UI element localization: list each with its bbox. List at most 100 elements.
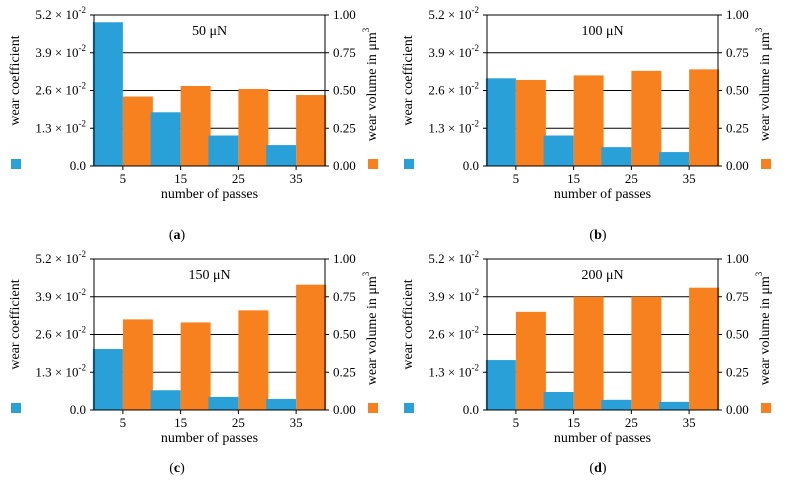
y-axis-right-label-text: wear volume in μm [365,32,380,141]
x-tick-label: 5 [513,415,520,430]
y-left-tick-exponent: -2 [472,118,480,128]
bar-wear-volume-25 [238,310,269,410]
legend-swatch-wear-coefficient [11,159,21,169]
bar-wear-volume-25 [631,296,662,410]
bar-wear-coefficient-5 [92,22,123,167]
y-right-tick-label: 0.50 [726,83,749,98]
x-tick-label: 25 [232,171,245,186]
caption-d: (d) [589,461,607,476]
y-left-tick-exponent: -2 [472,362,480,372]
y-left-tick-label: 3.9 × 10-2 [35,287,86,304]
y-left-label-group: wear coefficient [8,279,23,369]
bar-wear-coefficient-15 [543,135,574,166]
y-axis-left-label: wear coefficient [8,279,23,369]
bar-wear-volume-5 [515,311,546,410]
y-left-tick-label: 3.9 × 10-2 [428,43,479,60]
legend-swatch-wear-coefficient [11,403,21,413]
y-right-tick-label: 1.00 [333,7,356,22]
x-tick-label: 5 [120,415,127,430]
y-left-tick-exponent: -2 [79,249,87,259]
y-left-tick-mantissa: 2.6 × 10 [35,327,78,342]
y-left-tick-mantissa: 1.3 × 10 [35,120,78,135]
y-left-tick-label: 2.6 × 10-2 [428,325,479,342]
x-axis-label: number of passes [554,431,651,446]
bar-wear-coefficient-35 [266,145,297,166]
y-left-tick-label: 1.3 × 10-2 [428,118,479,135]
y-left-tick-label: 0.0 [70,402,86,417]
bar-wear-volume-35 [296,95,327,166]
bar-wear-volume-25 [238,88,269,166]
x-tick-label: 15 [567,171,580,186]
bar-wear-coefficient-25 [601,147,632,166]
x-axis-label: number of passes [554,187,651,202]
y-left-tick-mantissa: 1.3 × 10 [428,364,471,379]
y-axis-right-label: wear volume in μm3 [361,271,380,385]
x-axis-label: number of passes [161,431,258,446]
y-left-tick-exponent: -2 [472,43,480,53]
y-left-tick-label: 1.3 × 10-2 [428,362,479,379]
y-right-label-group: wear volume in μm3 [361,27,380,141]
y-left-tick-label: 0.0 [463,402,479,417]
y-left-tick-mantissa: 1.3 × 10 [428,120,471,135]
y-axis-right-label: wear volume in μm3 [361,27,380,141]
y-axis-right-label-sup: 3 [754,27,764,32]
y-left-tick-label: 3.9 × 10-2 [35,43,86,60]
bar-wear-volume-35 [296,284,327,410]
x-tick-label: 35 [683,415,696,430]
chart-title: 150 μN [188,268,230,283]
x-tick-label: 25 [232,415,245,430]
bar-wear-coefficient-25 [208,396,239,410]
y-left-tick-label: 1.3 × 10-2 [35,118,86,135]
y-left-tick-exponent: -2 [472,287,480,297]
legend-swatch-wear-volume [761,159,771,169]
y-left-tick-mantissa: 2.6 × 10 [428,327,471,342]
y-right-tick-label: 0.50 [333,327,356,342]
y-left-tick-mantissa: 0.0 [70,158,86,173]
bar-wear-volume-5 [515,79,546,166]
bar-wear-volume-15 [180,85,211,166]
x-tick-label: 15 [174,171,187,186]
x-tick-label: 5 [120,171,127,186]
legend-swatch-wear-volume [761,403,771,413]
bar-wear-coefficient-35 [659,152,690,166]
y-right-tick-label: 1.00 [333,251,356,266]
y-left-tick-label: 2.6 × 10-2 [428,81,479,98]
chart-panel-c: 5 15 25 350.01.3 × 10-22.6 × 10-23.9 × 10-2… [8,249,380,446]
x-axis-label: number of passes [161,187,258,202]
bar-wear-volume-15 [573,75,604,166]
y-left-tick-label: 2.6 × 10-2 [35,325,86,342]
bar-wear-volume-35 [689,287,720,410]
legend-swatch-wear-coefficient [404,159,414,169]
bar-wear-coefficient-35 [266,398,297,410]
y-left-tick-exponent: -2 [79,43,87,53]
y-left-tick-mantissa: 3.9 × 10 [428,289,471,304]
y-left-tick-mantissa: 2.6 × 10 [428,83,471,98]
y-axis-left-label: wear coefficient [401,279,416,369]
chart-title: 50 μN [192,24,227,39]
y-right-label-group: wear volume in μm3 [754,27,773,141]
y-left-tick-mantissa: 1.3 × 10 [35,364,78,379]
y-axis-right-label-sup: 3 [754,271,764,276]
y-left-tick-label: 1.3 × 10-2 [35,362,86,379]
legend-swatch-wear-volume [368,403,378,413]
y-left-tick-exponent: -2 [472,81,480,91]
y-left-tick-exponent: -2 [472,325,480,335]
bar-wear-volume-35 [689,69,720,166]
bar-wear-coefficient-15 [543,391,574,410]
y-left-tick-mantissa: 5.2 × 10 [428,7,471,22]
y-axis-right-label: wear volume in μm3 [754,27,773,141]
y-axis-right-label-sup: 3 [361,27,371,32]
chart-panel-b: 5 15 25 350.01.3 × 10-22.6 × 10-23.9 × 10-2… [401,5,773,202]
chart-title: 200 μN [581,268,623,283]
y-right-tick-label: 0.75 [333,45,356,60]
x-tick-label: 15 [174,415,187,430]
x-tick-label: 15 [567,415,580,430]
y-right-tick-label: 0.00 [333,158,356,173]
bar-wear-volume-5 [122,319,153,410]
y-left-tick-exponent: -2 [79,118,87,128]
bar-wear-volume-15 [573,296,604,410]
bar-wear-coefficient-35 [659,401,690,410]
y-left-label-group: wear coefficient [401,279,416,369]
y-left-tick-label: 3.9 × 10-2 [428,287,479,304]
